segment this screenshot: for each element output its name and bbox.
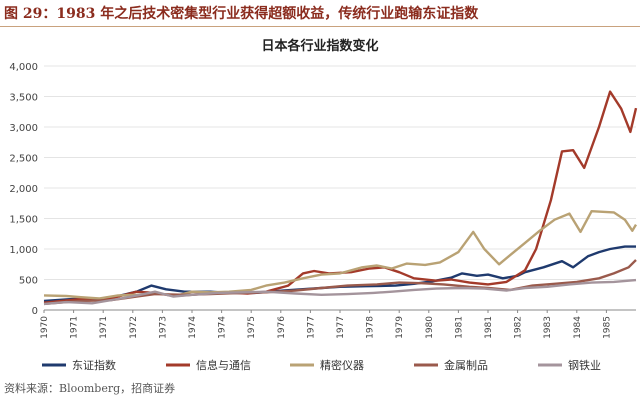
x-tick-label: 1977 <box>306 316 316 339</box>
legend: 东证指数 信息与通信 精密仪器 金属制品 钢铁业 <box>42 358 601 372</box>
legend-label: 金属制品 <box>444 358 488 372</box>
y-tick-label: 4,000 <box>9 62 38 73</box>
x-tick-label: 1980 <box>425 316 435 339</box>
y-tick-label: 3,500 <box>9 93 38 104</box>
series-line <box>43 278 637 306</box>
x-tick-label: 1974 <box>188 316 198 339</box>
series-lines <box>43 90 638 306</box>
x-tick-label: 1974 <box>218 316 228 339</box>
grid-lines <box>44 65 636 311</box>
x-tick-label: 1973 <box>158 316 168 339</box>
x-tick-label: 1977 <box>336 316 346 339</box>
legend-label: 东证指数 <box>72 358 116 372</box>
y-tick-label: 2,000 <box>9 184 38 195</box>
series-line <box>43 90 638 304</box>
y-tick-label: 0 <box>32 306 38 317</box>
x-tick-label: 1978 <box>366 316 376 339</box>
y-tick-label: 3,000 <box>9 123 38 134</box>
chart-title: 日本各行业指数变化 <box>261 38 378 54</box>
y-tick-label: 2,500 <box>9 154 38 165</box>
x-tick-label: 1985 <box>602 316 612 339</box>
legend-label: 精密仪器 <box>320 358 364 372</box>
title-divider <box>0 26 640 27</box>
y-tick-label: 500 <box>19 276 38 287</box>
x-tick-label: 1970 <box>40 316 50 339</box>
x-tick-label: 1979 <box>395 316 405 339</box>
x-tick-label: 1982 <box>514 316 524 339</box>
y-tick-label: 1,000 <box>9 245 38 256</box>
line-chart: 日本各行业指数变化 0 500 1,000 1,500 2,000 2,500 3,000 3… <box>9 38 638 372</box>
x-tick-label: 1975 <box>247 316 257 339</box>
y-axis-ticks: 0 500 1,000 1,500 2,000 2,500 3,000 3,500 4,000 <box>9 62 38 317</box>
x-tick-label: 1981 <box>454 316 464 339</box>
x-tick-label: 1971 <box>70 316 80 339</box>
x-tick-label: 1976 <box>277 316 287 339</box>
x-axis-ticks: 1970 1971 1971 1972 1973 1974 1974 1975 1976 1977… <box>40 310 612 339</box>
figure-title: 图 29：1983 年之后技术密集型行业获得超额收益，传统行业跑输东证指数 <box>4 6 479 22</box>
source-note: 资料来源：Bloomberg，招商证券 <box>4 382 176 395</box>
x-tick-label: 1972 <box>129 316 139 339</box>
legend-label: 钢铁业 <box>568 359 601 372</box>
y-tick-label: 1,500 <box>9 215 38 226</box>
legend-label: 信息与通信 <box>196 358 251 372</box>
x-tick-label: 1971 <box>99 316 109 339</box>
x-tick-label: 1981 <box>484 316 494 339</box>
x-tick-label: 1983 <box>543 316 553 339</box>
x-tick-label: 1984 <box>573 316 583 339</box>
